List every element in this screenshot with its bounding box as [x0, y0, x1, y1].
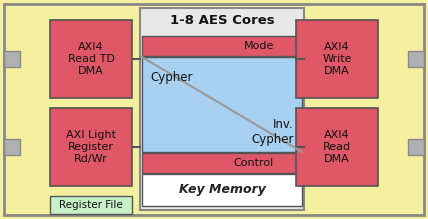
Text: Key Memory: Key Memory	[178, 184, 265, 196]
Bar	[4, 139, 20, 155]
Bar	[142, 57, 302, 152]
Text: AXI Light
Register
Rd/Wr: AXI Light Register Rd/Wr	[66, 130, 116, 164]
Text: AXI4
Write
DMA: AXI4 Write DMA	[322, 42, 352, 76]
Bar	[50, 108, 132, 186]
Bar	[142, 153, 302, 173]
Text: Mode: Mode	[244, 41, 274, 51]
Text: AXI4
Read TD
DMA: AXI4 Read TD DMA	[68, 42, 114, 76]
Bar	[296, 108, 378, 186]
Text: Cypher: Cypher	[150, 71, 193, 84]
Bar	[142, 174, 302, 206]
Text: Control: Control	[234, 158, 274, 168]
Bar	[296, 20, 378, 98]
Text: Register File: Register File	[59, 200, 123, 210]
Bar	[50, 20, 132, 98]
Bar	[140, 8, 304, 210]
Bar	[50, 196, 132, 214]
Text: AXI4
Read
DMA: AXI4 Read DMA	[323, 130, 351, 164]
Bar	[142, 36, 302, 56]
Bar	[408, 51, 424, 67]
Bar	[4, 51, 20, 67]
Text: 1-8 AES Cores: 1-8 AES Cores	[169, 14, 274, 28]
Bar	[408, 139, 424, 155]
Text: Inv.
Cypher: Inv. Cypher	[252, 118, 294, 146]
